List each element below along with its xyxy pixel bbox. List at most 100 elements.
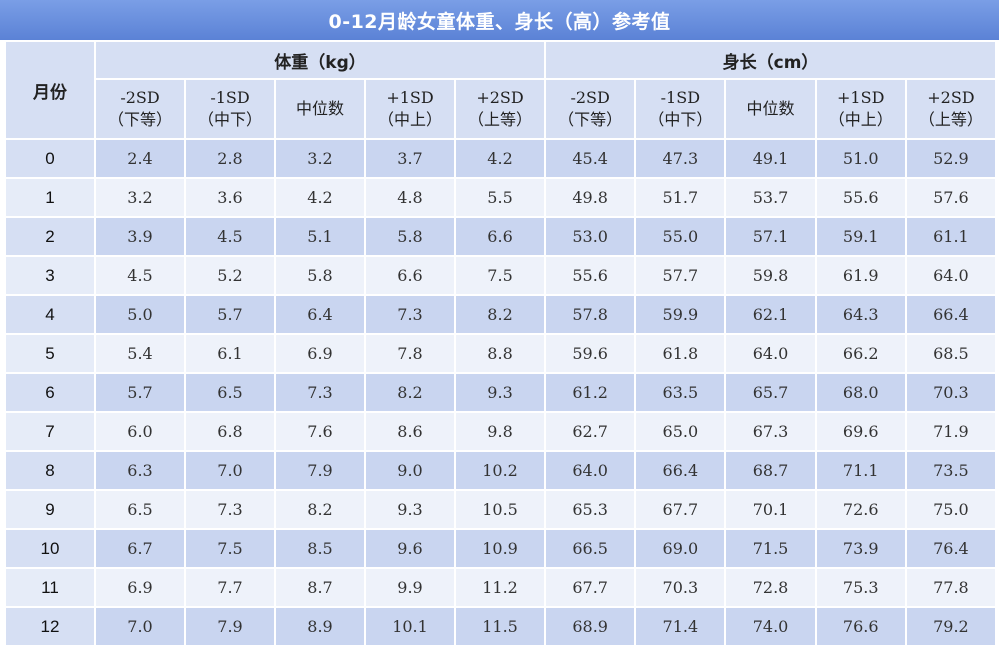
weight-value-cell: 5.7 — [94, 372, 186, 413]
weight-value-cell: 6.7 — [94, 528, 186, 569]
length-group-header: 身长（cm） — [544, 40, 998, 80]
sd-label: -2SD — [120, 88, 160, 107]
table-row: 5 5.4 6.1 6.9 7.8 8.8 59.6 61.8 64.0 66.2 68.5 — [4, 333, 998, 374]
weight-value-cell: 6.6 — [453, 216, 547, 257]
weight-value-cell: 4.5 — [94, 255, 186, 296]
tier-label: （中上） — [828, 110, 893, 129]
weight-value-cell: 10.1 — [364, 606, 456, 647]
sd-column-headers: -2SD （下等） -1SD （中下） 中位数 +1SD （中上） +2SD （上等） -2SD （… — [5, 78, 998, 140]
month-cell: 0 — [4, 138, 96, 179]
weight-value-cell: 11.2 — [453, 567, 547, 608]
weight-value-cell: 9.3 — [364, 489, 456, 530]
weight-value-cell: 6.1 — [184, 333, 276, 374]
length-value-cell: 55.6 — [544, 255, 637, 296]
table-row: 8 6.3 7.0 7.9 9.0 10.2 64.0 66.4 68.7 71.1 73.5 — [4, 450, 998, 491]
month-cell: 10 — [4, 528, 96, 569]
length-value-cell: 47.3 — [634, 138, 727, 179]
length-value-cell: 57.6 — [904, 177, 998, 218]
length-value-cell: 57.7 — [634, 255, 727, 296]
table-row: 2 3.9 4.5 5.1 5.8 6.6 53.0 55.0 57.1 59.1 61.1 — [4, 216, 998, 257]
length-value-cell: 66.5 — [544, 528, 637, 569]
length-value-cell: 59.6 — [544, 333, 637, 374]
length-value-cell: 57.8 — [544, 294, 637, 335]
length-value-cell: 52.9 — [904, 138, 998, 179]
weight-value-cell: 7.3 — [184, 489, 276, 530]
month-cell: 1 — [4, 177, 96, 218]
weight-value-cell: 6.5 — [184, 372, 276, 413]
length-value-cell: 61.1 — [904, 216, 998, 257]
length-value-cell: 68.9 — [544, 606, 637, 647]
length-value-cell: 68.0 — [814, 372, 907, 413]
month-cell: 12 — [4, 606, 96, 647]
weight-value-cell: 5.8 — [364, 216, 456, 257]
weight-value-cell: 5.8 — [274, 255, 366, 296]
weight-value-cell: 4.2 — [274, 177, 366, 218]
length-value-cell: 67.3 — [724, 411, 817, 452]
length-value-cell: 51.0 — [814, 138, 907, 179]
length-value-cell: 66.2 — [814, 333, 907, 374]
length-value-cell: 79.2 — [904, 606, 998, 647]
tier-label: （上等） — [918, 110, 983, 129]
length-value-cell: 61.9 — [814, 255, 907, 296]
table-row: 0 2.4 2.8 3.2 3.7 4.2 45.4 47.3 49.1 51.0 52.9 — [4, 138, 998, 179]
weight-value-cell: 11.5 — [453, 606, 547, 647]
length-value-cell: 70.3 — [904, 372, 998, 413]
weight-value-cell: 9.0 — [364, 450, 456, 491]
length-value-cell: 65.7 — [724, 372, 817, 413]
length-value-cell: 59.1 — [814, 216, 907, 257]
weight-value-cell: 6.9 — [274, 333, 366, 374]
sd-label: +1SD — [837, 88, 885, 107]
length-value-cell: 73.9 — [814, 528, 907, 569]
weight-value-cell: 7.6 — [274, 411, 366, 452]
weight-col-header-2: 中位数 — [274, 78, 366, 140]
length-value-cell: 76.4 — [904, 528, 998, 569]
weight-value-cell: 7.5 — [453, 255, 547, 296]
length-value-cell: 51.7 — [634, 177, 727, 218]
weight-value-cell: 8.7 — [274, 567, 366, 608]
length-value-cell: 74.0 — [724, 606, 817, 647]
growth-reference-table: 月份 体重（kg） 身长（cm） -2SD （下等） -1SD （中下） 中位数 +1SD… — [4, 40, 998, 647]
length-value-cell: 73.5 — [904, 450, 998, 491]
length-value-cell: 59.9 — [634, 294, 727, 335]
table-row: 10 6.7 7.5 8.5 9.6 10.9 66.5 69.0 71.5 73.9 76.4 — [4, 528, 998, 569]
length-value-cell: 71.4 — [634, 606, 727, 647]
weight-value-cell: 10.2 — [453, 450, 547, 491]
length-value-cell: 69.6 — [814, 411, 907, 452]
sd-label: -1SD — [660, 88, 701, 107]
sd-label: 中位数 — [295, 99, 344, 118]
month-column-header: 月份 — [4, 40, 96, 140]
weight-value-cell: 2.8 — [184, 138, 276, 179]
length-col-header-1: -1SD （中下） — [634, 78, 727, 140]
length-value-cell: 67.7 — [544, 567, 637, 608]
weight-value-cell: 7.3 — [274, 372, 366, 413]
month-cell: 6 — [4, 372, 96, 413]
table-row: 11 6.9 7.7 8.7 9.9 11.2 67.7 70.3 72.8 75.3 77.8 — [4, 567, 998, 608]
weight-value-cell: 8.2 — [364, 372, 456, 413]
weight-value-cell: 5.5 — [453, 177, 547, 218]
length-value-cell: 61.8 — [634, 333, 727, 374]
length-value-cell: 63.5 — [634, 372, 727, 413]
weight-value-cell: 8.5 — [274, 528, 366, 569]
length-col-header-4: +2SD （上等） — [904, 78, 998, 140]
length-value-cell: 55.6 — [814, 177, 907, 218]
length-value-cell: 53.7 — [724, 177, 817, 218]
length-value-cell: 61.2 — [544, 372, 637, 413]
weight-value-cell: 6.0 — [94, 411, 186, 452]
length-value-cell: 62.7 — [544, 411, 637, 452]
length-value-cell: 49.8 — [544, 177, 637, 218]
length-value-cell: 55.0 — [634, 216, 727, 257]
weight-value-cell: 6.9 — [94, 567, 186, 608]
weight-value-cell: 7.9 — [184, 606, 276, 647]
length-value-cell: 53.0 — [544, 216, 637, 257]
tier-label: （下等） — [107, 110, 172, 129]
sd-label: +2SD — [476, 88, 524, 107]
weight-value-cell: 9.6 — [364, 528, 456, 569]
length-value-cell: 71.5 — [724, 528, 817, 569]
length-col-header-2: 中位数 — [724, 78, 817, 140]
weight-col-header-0: -2SD （下等） — [94, 78, 186, 140]
weight-value-cell: 8.2 — [453, 294, 547, 335]
length-col-header-0: -2SD （下等） — [544, 78, 637, 140]
length-value-cell: 72.6 — [814, 489, 907, 530]
month-cell: 9 — [4, 489, 96, 530]
month-cell: 8 — [4, 450, 96, 491]
